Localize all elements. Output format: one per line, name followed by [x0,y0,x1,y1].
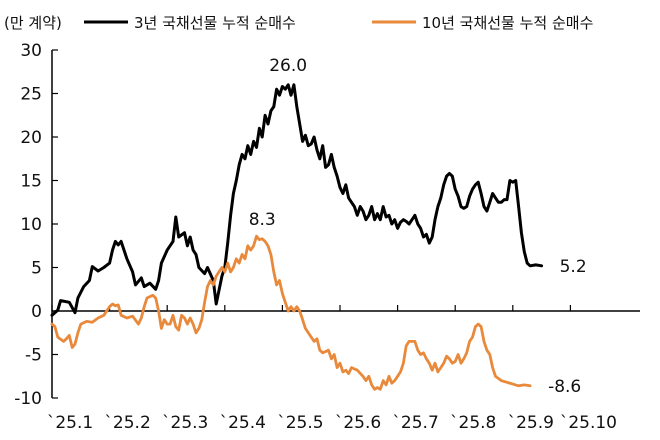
x-tick-label: `25.3 [162,413,208,433]
series-line-3y [50,83,544,317]
x-tick-label: `25.5 [277,413,323,433]
y-tick-label: 20 [20,128,42,148]
data-label: 5.2 [560,257,587,277]
legend-label-10y: 10년 국채선물 누적 순매수 [422,14,593,32]
series-layer [50,83,544,391]
annotation-layer: 26.0 8.3 5.2 -8.6 [249,56,587,397]
y-tick-label: -10 [14,389,42,409]
x-tick-label: `25.9 [508,413,554,433]
x-tick-label: `25.10 [560,413,617,433]
y-tick-label: 10 [20,215,42,235]
x-tick-label: `25.1 [47,413,93,433]
unit-label: (만 계약) [4,14,62,32]
y-tick-label: 0 [31,302,42,322]
legend-label-3y: 3년 국채선물 누적 순매수 [134,14,296,32]
y-tick-label: 5 [31,259,42,279]
y-tick-label: -5 [25,346,42,366]
x-axis: `25.1 `25.2 `25.3 `25.4 `25.5 `25.6 `25.7 `25.8… [47,305,640,433]
x-tick-label: `25.6 [335,413,381,433]
y-tick-label: 30 [20,41,42,61]
x-tick-label: `25.2 [104,413,150,433]
data-label: 8.3 [249,210,276,230]
legend: 3년 국채선물 누적 순매수 10년 국채선물 누적 순매수 [84,14,593,32]
series-line-10y [50,234,532,391]
x-tick-label: `25.8 [450,413,496,433]
y-tick-label: 15 [20,172,42,192]
x-tick-label: `25.7 [392,413,438,433]
y-axis: 30 25 20 15 10 5 0 -5 -10 [14,41,58,409]
data-label: -8.6 [548,377,581,397]
data-label: 26.0 [269,56,307,76]
y-tick-label: 25 [20,85,42,105]
x-tick-label: `25.4 [220,413,266,433]
